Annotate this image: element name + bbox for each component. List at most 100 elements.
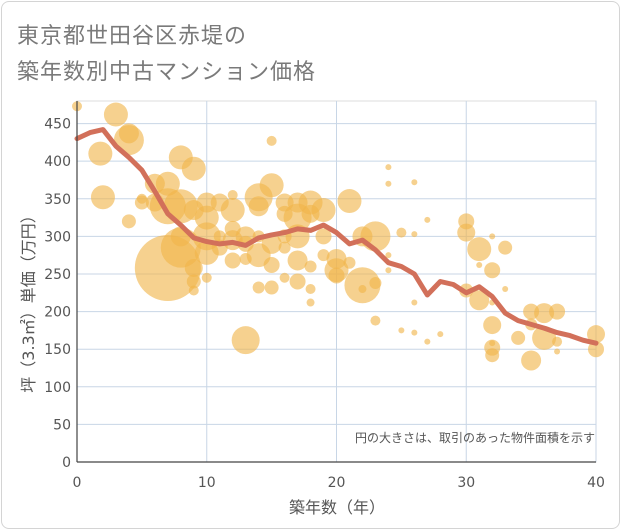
bubble (549, 303, 566, 320)
bubble (118, 123, 139, 144)
bubble (370, 315, 381, 326)
y-tick-label: 0 (62, 455, 71, 471)
bubble (261, 233, 282, 254)
bubble (484, 262, 501, 279)
bubble (181, 156, 206, 181)
bubble (483, 316, 502, 335)
bubble (252, 281, 265, 294)
bubble (263, 256, 280, 273)
y-tick-label: 450 (44, 117, 71, 133)
chart-title-line-2: 築年数別中古マンション価格 (17, 60, 317, 85)
bubble-size-note: 円の大きさは、取引のあった物件面積を示す (355, 430, 595, 445)
bubble (411, 299, 418, 306)
y-tick-label: 200 (44, 305, 71, 321)
y-tick-label: 50 (53, 417, 71, 433)
bubble (248, 196, 269, 217)
bubble (227, 190, 238, 201)
bubble (201, 272, 212, 283)
bubble (266, 135, 277, 146)
axes: 0 50 100 150 200 250 300 350 400 450 0 10 20 30 40 (44, 101, 605, 491)
x-tick-label: 20 (328, 475, 346, 491)
bubble (224, 252, 241, 269)
bubble (398, 327, 405, 334)
y-tick-label: 400 (44, 154, 71, 170)
bubble (385, 180, 392, 187)
bubble (476, 261, 483, 268)
bubble (136, 193, 147, 204)
bubble (502, 286, 509, 293)
bubble (279, 272, 290, 283)
bubble (317, 249, 330, 262)
x-tick-label: 30 (457, 475, 475, 491)
bubble (264, 280, 279, 295)
bubble (485, 348, 500, 363)
bubble (337, 189, 362, 214)
bubble (188, 285, 199, 296)
bubble (326, 248, 347, 269)
bubble (552, 336, 563, 347)
bubble (385, 164, 392, 171)
bubble (90, 185, 115, 210)
bubble (411, 231, 418, 238)
bubble (396, 227, 407, 238)
bubble (554, 348, 561, 355)
bubble (305, 284, 316, 295)
bubble (523, 303, 540, 320)
x-tick-label: 10 (198, 475, 216, 491)
y-axis-label: 坪（3.3㎡）単価（万円） (19, 207, 38, 392)
y-tick-label: 250 (44, 267, 71, 283)
y-tick-label: 300 (44, 229, 71, 245)
bubble (196, 192, 217, 213)
bubble (369, 277, 382, 290)
grid-lines (76, 100, 597, 463)
bubble (328, 267, 345, 284)
bubble (213, 230, 226, 243)
bubble (457, 223, 476, 242)
y-tick-label: 100 (44, 380, 71, 396)
bubble (437, 331, 444, 338)
bubble (489, 340, 496, 347)
bubble (411, 179, 418, 186)
y-tick-label: 150 (44, 342, 71, 358)
bubble (458, 213, 475, 230)
bubble (231, 326, 260, 355)
bubble (121, 214, 136, 229)
bubble (306, 298, 315, 307)
bubble (289, 273, 306, 290)
bubble (467, 237, 492, 262)
bubble (511, 330, 526, 345)
bubble (287, 250, 308, 271)
chart-title-line-1: 東京都世田谷区赤堤の (17, 24, 248, 49)
bubble (276, 205, 293, 222)
bubble (521, 350, 542, 371)
bubble (587, 325, 605, 344)
bubble (239, 252, 252, 265)
bubble (103, 102, 128, 127)
bubble (358, 285, 367, 294)
bubble (343, 256, 356, 269)
bubble (184, 258, 203, 277)
y-tick-label: 350 (44, 192, 71, 208)
bubble (278, 241, 291, 254)
bubble (259, 173, 284, 198)
bubble (534, 303, 555, 324)
bubble (469, 290, 490, 311)
bubble (304, 260, 317, 273)
bubble (186, 274, 201, 289)
bubble (411, 329, 418, 336)
bubble (424, 338, 431, 345)
average-price-line (74, 127, 599, 346)
bubble (489, 233, 496, 240)
bubble (424, 216, 431, 223)
bubble (385, 252, 392, 259)
bubble (88, 141, 113, 166)
bubble (301, 204, 320, 223)
x-tick-label: 0 (73, 475, 82, 491)
bubble (224, 220, 241, 237)
x-axis-label: 築年数（年） (289, 498, 385, 517)
bubble (588, 341, 604, 358)
bubble (287, 192, 308, 213)
x-tick-label: 40 (587, 475, 605, 491)
bubble (385, 267, 392, 274)
